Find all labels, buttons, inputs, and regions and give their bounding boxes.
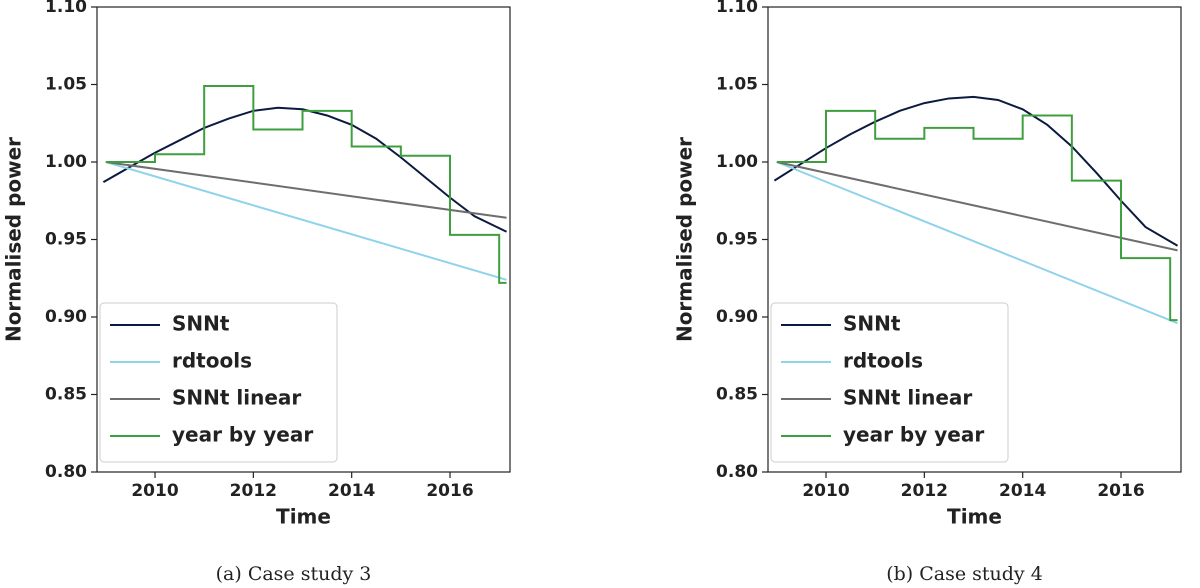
plot-frame: [767, 6, 1182, 473]
x-tick-label: 2012: [230, 481, 277, 501]
series-line: [773, 95, 1179, 247]
legend-label: SNNt linear: [172, 386, 301, 410]
legend-label: rdtools: [843, 349, 923, 373]
caption: (a) Case study 3: [216, 563, 372, 585]
legend-box: [99, 302, 338, 463]
y-tick-label: 1.00: [716, 152, 758, 172]
x-tick-label: 2010: [131, 481, 178, 501]
y-tick-label: 1.05: [716, 75, 758, 95]
chart: 0.80 0.85 0.90 0.95 1.00 1.05 1.10 2010 2012 2014…: [2, 0, 511, 585]
series-line: [105, 85, 507, 284]
y-axis-label: Normalised power: [2, 137, 26, 342]
y-tick-label: 1.00: [45, 152, 87, 172]
series-line: [105, 161, 507, 219]
x-axis-label: Time: [276, 505, 331, 529]
series-line: [776, 161, 1178, 325]
y-tick-label: 1.10: [716, 0, 758, 17]
y-tick-label: 0.85: [716, 385, 758, 405]
y-tick-label: 0.80: [45, 462, 87, 482]
legend-label: year by year: [843, 423, 984, 447]
legend-label: rdtools: [172, 349, 252, 373]
y-tick-label: 0.80: [716, 462, 758, 482]
y-tick-label: 0.90: [45, 307, 87, 327]
y-tick-label: 0.85: [45, 385, 87, 405]
series-line: [776, 109, 1178, 322]
x-axis-label: Time: [947, 505, 1002, 529]
series-line: [102, 106, 507, 233]
x-tick-label: 2016: [1097, 481, 1144, 501]
y-tick-label: 1.10: [45, 0, 87, 17]
legend-label: SNNt linear: [843, 386, 972, 410]
legend-label: year by year: [172, 423, 313, 447]
plot-frame: [96, 6, 511, 473]
y-tick-label: 1.05: [45, 75, 87, 95]
x-tick-label: 2012: [901, 481, 948, 501]
y-tick-label: 0.90: [716, 307, 758, 327]
legend-box: [770, 302, 1009, 463]
y-axis-label: Normalised power: [673, 137, 697, 342]
x-tick-label: 2014: [999, 481, 1046, 501]
legend-label: SNNt: [172, 312, 230, 336]
y-tick-label: 0.95: [716, 230, 758, 250]
caption: (b) Case study 4: [886, 563, 1043, 585]
series-line: [105, 161, 507, 281]
x-tick-label: 2014: [328, 481, 375, 501]
x-tick-label: 2010: [802, 481, 849, 501]
chart: 0.80 0.85 0.90 0.95 1.00 1.05 1.10 2010 2012 2014…: [673, 0, 1182, 585]
y-tick-label: 0.95: [45, 230, 87, 250]
legend-label: SNNt: [843, 312, 901, 336]
x-tick-label: 2016: [426, 481, 473, 501]
series-line: [776, 161, 1178, 252]
